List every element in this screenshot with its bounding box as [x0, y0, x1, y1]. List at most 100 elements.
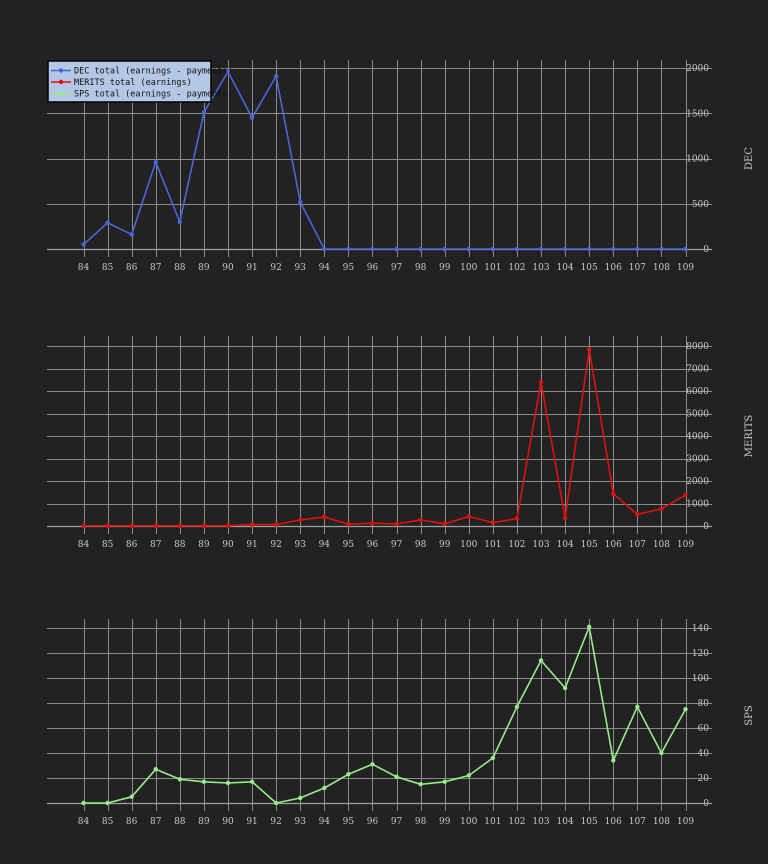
data-point: [514, 704, 520, 709]
x-tick-label: 107: [629, 540, 646, 550]
data-point: [129, 794, 134, 799]
legend-label: MERITS total (earnings): [74, 78, 192, 88]
data-point: [370, 246, 375, 252]
data-point: [273, 73, 279, 79]
y-tick-label: 1000: [686, 500, 709, 510]
data-point: [418, 782, 423, 787]
data-point: [611, 246, 616, 252]
x-tick-label: 104: [557, 263, 574, 273]
data-point: [683, 707, 688, 712]
x-tick-label: 87: [150, 540, 162, 550]
data-point: [538, 658, 544, 663]
x-tick-label: 108: [653, 540, 670, 550]
x-tick-label: 86: [126, 817, 138, 827]
x-tick-label: 97: [391, 263, 403, 273]
y-tick-label: 80: [698, 699, 710, 709]
x-tick-label: 91: [246, 263, 257, 273]
data-point: [635, 704, 640, 709]
chart-panel-dec: 84 85 86 87 88 89 90 91 92 93 94 95 96 97 98 99 100 101 10…: [47, 60, 755, 273]
x-tick-label: 94: [319, 263, 331, 273]
x-tick-label: 102: [508, 817, 525, 827]
data-point: [225, 523, 231, 528]
data-point: [538, 379, 544, 385]
data-point: [177, 777, 183, 782]
data-point: [346, 246, 351, 252]
legend: DEC total (earnings - payments)MERITS to…: [47, 60, 233, 103]
x-tick-label: 100: [460, 817, 477, 827]
data-point: [442, 779, 447, 784]
data-point: [683, 246, 688, 252]
y-tick-label: 8000: [686, 342, 709, 352]
y-tick-label: 7000: [686, 365, 709, 375]
data-point: [201, 110, 207, 115]
legend-swatch-marker: [58, 79, 64, 85]
data-point: [394, 246, 399, 252]
x-tick-label: 89: [198, 817, 210, 827]
x-tick-label: 99: [439, 263, 451, 273]
data-point: [201, 779, 207, 784]
x-tick-label: 85: [102, 540, 114, 550]
data-point: [346, 772, 351, 777]
data-point: [659, 246, 664, 252]
x-tick-label: 108: [653, 263, 670, 273]
x-tick-label: 89: [198, 540, 210, 550]
x-tick-label: 101: [484, 263, 501, 273]
x-tick-label: 102: [508, 263, 525, 273]
data-point: [105, 523, 110, 528]
data-point: [538, 246, 544, 252]
data-point: [394, 521, 399, 527]
legend-box: [47, 60, 212, 103]
x-tick-label: 95: [343, 817, 355, 827]
data-point: [466, 773, 471, 778]
series-line: [83, 625, 687, 804]
y-tick-label: 500: [692, 200, 709, 210]
data-point: [153, 767, 158, 772]
x-tick-label: 105: [581, 817, 598, 827]
x-tick-label: 103: [532, 263, 549, 273]
x-tick-label: 88: [174, 817, 186, 827]
data-point: [201, 523, 207, 528]
y-tick-label: 4000: [686, 432, 709, 442]
data-point: [105, 220, 110, 225]
data-point: [81, 800, 86, 806]
data-point: [611, 758, 616, 763]
x-tick-label: 90: [222, 540, 234, 550]
x-tick-label: 99: [439, 540, 451, 550]
data-point: [586, 347, 592, 352]
chart-panel-sps: 84 85 86 87 88 89 90 91 92 93 94 95 96 97 98 99 100 101 10…: [47, 619, 755, 827]
y-tick-label: 40: [698, 749, 710, 759]
x-tick-label: 105: [581, 263, 598, 273]
x-tick-label: 109: [677, 540, 694, 550]
data-point: [490, 246, 496, 252]
x-tick-label: 109: [677, 817, 694, 827]
y-tick-label: 60: [698, 724, 710, 734]
x-tick-label: 84: [78, 817, 90, 827]
x-tick-label: 88: [174, 540, 186, 550]
x-tick-label: 106: [605, 263, 622, 273]
data-point: [466, 514, 471, 519]
series-line: [82, 70, 686, 250]
x-tick-label: 96: [367, 817, 379, 827]
x-tick-label: 94: [319, 540, 331, 550]
legend-label: SPS total (earnings - payments): [74, 90, 233, 100]
x-tick-label: 106: [605, 817, 622, 827]
data-point: [249, 779, 255, 784]
x-tick-label: 107: [629, 817, 646, 827]
x-tick-label: 108: [653, 817, 670, 827]
data-point: [442, 246, 447, 252]
x-tick-label: 85: [102, 263, 114, 273]
x-tick-label: 109: [677, 263, 694, 273]
x-tick-label: 103: [532, 817, 549, 827]
data-point: [273, 800, 279, 806]
x-tick-label: 87: [150, 263, 162, 273]
data-point: [225, 780, 231, 786]
data-point: [442, 521, 447, 526]
data-point: [298, 517, 303, 523]
x-tick-label: 104: [557, 817, 574, 827]
data-point: [298, 199, 303, 205]
data-point: [298, 795, 303, 801]
y-tick-label: 1000: [686, 155, 709, 165]
data-point: [105, 800, 110, 806]
y-tick-label: 2000: [686, 477, 709, 487]
